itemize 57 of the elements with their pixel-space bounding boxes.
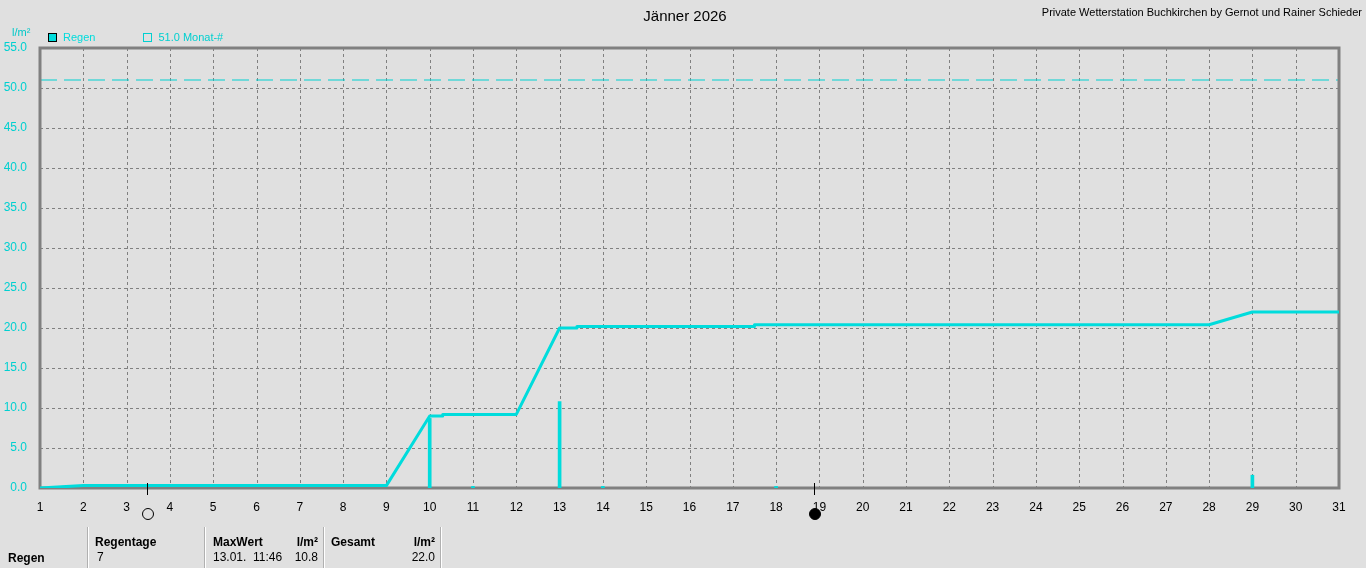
text: Gesamt xyxy=(331,535,376,549)
y-tick-label: 0.0 xyxy=(10,480,28,495)
y-tick-label: 30.0 xyxy=(3,240,28,255)
y-tick-label: 15.0 xyxy=(3,360,28,375)
y-tick-label: 20.0 xyxy=(3,320,28,335)
legend-label: 51.0 Monat-# xyxy=(158,31,224,43)
x-tick-label: 5 xyxy=(209,499,217,514)
x-tick-label: 3 xyxy=(123,499,131,514)
x-tick-label: 21 xyxy=(899,499,913,514)
text: Regen xyxy=(8,551,45,565)
x-tick-label: 18 xyxy=(769,499,784,514)
y-tick-label: 10.0 xyxy=(3,400,28,415)
x-tick-label: 1 xyxy=(36,499,44,514)
text: 22.0 xyxy=(411,550,435,564)
y-tick-label: 50.0 xyxy=(3,80,28,95)
x-tick-label: 29 xyxy=(1245,499,1260,514)
x-tick-label: 20 xyxy=(856,499,870,514)
x-tick-label: 14 xyxy=(596,499,610,514)
text: l/m² xyxy=(413,535,435,549)
x-tick-label: 26 xyxy=(1115,499,1130,514)
x-tick-label: 23 xyxy=(985,499,1000,514)
x-tick-label: 17 xyxy=(726,499,740,514)
text: MaxWert xyxy=(213,535,263,549)
x-tick-label: 7 xyxy=(296,499,304,514)
legend-label: Regen xyxy=(63,31,96,43)
x-tick-label: 24 xyxy=(1029,499,1043,514)
x-tick-label: 4 xyxy=(166,499,174,514)
x-tick-label: 25 xyxy=(1072,499,1087,514)
x-tick-label: 11 xyxy=(466,499,480,514)
x-tick-label: 6 xyxy=(253,499,261,514)
y-axis-title: l/m² xyxy=(12,26,31,38)
y-tick-label: 40.0 xyxy=(3,160,28,175)
x-tick-label: 16 xyxy=(682,499,697,514)
text: Regentage xyxy=(95,535,157,549)
x-tick-label: 9 xyxy=(383,499,391,514)
y-tick-label: 45.0 xyxy=(3,120,28,135)
x-tick-label: 13 xyxy=(552,499,567,514)
x-tick-label: 27 xyxy=(1159,499,1173,514)
x-tick-label: 22 xyxy=(942,499,957,514)
y-tick-label: 55.0 xyxy=(3,40,28,55)
x-tick-label: 2 xyxy=(79,499,87,514)
text: l/m² xyxy=(296,535,318,549)
text: 13.01. 11:46 xyxy=(213,550,283,564)
x-tick-label: 15 xyxy=(639,499,654,514)
text: 10.8 xyxy=(294,550,318,564)
x-tick-label: 8 xyxy=(339,499,347,514)
x-tick-label: 12 xyxy=(509,499,524,514)
y-tick-label: 25.0 xyxy=(3,280,28,295)
x-tick-label: 31 xyxy=(1332,499,1346,514)
y-tick-label: 5.0 xyxy=(10,440,28,455)
text: Private Wetterstation Buchkirchen by Gernot und Rainer Schieder xyxy=(1041,6,1362,18)
text: 7 xyxy=(97,550,104,564)
x-tick-label: 10 xyxy=(423,499,437,514)
x-tick-label: 28 xyxy=(1202,499,1217,514)
x-tick-label: 30 xyxy=(1289,499,1303,514)
chart-title: Jänner 2026 xyxy=(643,7,727,24)
y-tick-label: 35.0 xyxy=(3,200,28,215)
